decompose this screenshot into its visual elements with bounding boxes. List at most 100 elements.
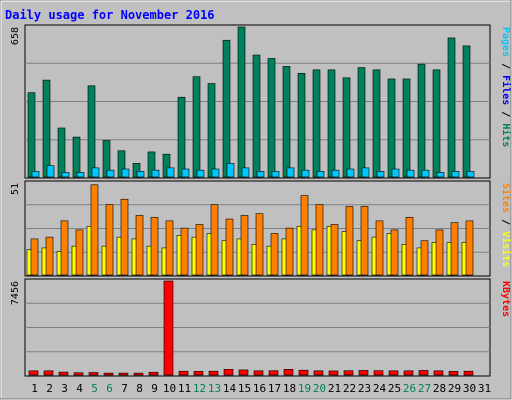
bar-visits — [420, 240, 429, 276]
legend-separator: / — [500, 213, 511, 231]
bar-visits — [390, 229, 399, 276]
chart-title: Daily usage for November 2016 — [5, 8, 215, 22]
bar-hits — [57, 127, 66, 178]
y-max-label: 658 — [10, 27, 21, 45]
bar-kbytes — [313, 370, 324, 376]
y-max-label: 7456 — [10, 281, 21, 305]
bar-hits — [282, 66, 291, 178]
bar-hits — [222, 39, 231, 178]
bar-hits — [237, 26, 246, 178]
x-tick-label: 10 — [163, 382, 176, 395]
panel-legend: KBytes — [500, 281, 511, 317]
bar-visits — [255, 213, 264, 276]
bars-visits — [26, 184, 474, 276]
x-tick-label: 15 — [238, 382, 251, 395]
bar-visits — [195, 224, 204, 276]
bar-kbytes — [448, 371, 459, 376]
bar-visits — [435, 229, 444, 276]
bar-kbytes — [103, 372, 114, 376]
bar-visits — [165, 220, 174, 276]
bar-kbytes — [358, 370, 369, 376]
bar-hits — [117, 150, 126, 178]
bar-kbytes — [403, 370, 414, 376]
panel-kbytes: 7456 KBytes — [10, 278, 511, 377]
bar-visits — [120, 198, 129, 276]
bar-hits — [402, 78, 411, 178]
bar-pages — [166, 167, 175, 178]
x-tick-label: 30 — [463, 382, 476, 395]
bar-kbytes — [343, 370, 354, 376]
bar-kbytes — [298, 369, 309, 376]
bar-kbytes — [463, 370, 474, 376]
bar-hits — [417, 63, 426, 178]
bar-hits — [27, 92, 36, 178]
bar-hits — [207, 83, 216, 178]
legend-kbytes: KBytes — [500, 281, 511, 317]
bar-pages — [286, 167, 295, 178]
bar-pages — [346, 168, 355, 178]
bar-pages — [121, 168, 130, 178]
x-tick-label: 21 — [328, 382, 341, 395]
bar-visits — [225, 218, 234, 276]
panel-legend: Pages / Files / Hits — [500, 27, 512, 147]
bar-hits — [432, 69, 441, 178]
bar-visits — [45, 236, 54, 276]
legend-visits: Visits — [500, 231, 512, 267]
bar-pages — [301, 169, 310, 178]
bar-kbytes — [388, 370, 399, 376]
bar-kbytes — [118, 372, 129, 376]
bar-visits — [345, 206, 354, 276]
bar-hits — [447, 37, 456, 178]
bar-visits — [450, 222, 459, 276]
bar-pages — [421, 169, 430, 178]
bar-kbytes — [418, 370, 429, 376]
bar-hits — [162, 153, 171, 178]
bar-kbytes — [208, 370, 219, 376]
x-tick-label: 3 — [61, 382, 68, 395]
legend-files: Files — [500, 75, 512, 105]
y-max-label: 51 — [10, 183, 21, 195]
bar-kbytes — [178, 370, 189, 376]
x-tick-label: 4 — [76, 382, 83, 395]
bar-visits — [375, 220, 384, 276]
bar-kbytes — [73, 372, 84, 376]
x-tick-label: 31 — [478, 382, 491, 395]
bar-hits — [312, 69, 321, 178]
bar-kbytes — [58, 371, 69, 376]
bar-kbytes — [223, 369, 234, 376]
bar-visits — [405, 216, 414, 276]
bar-visits — [285, 227, 294, 276]
bar-kbytes — [238, 369, 249, 376]
bar-visits — [105, 204, 114, 276]
legend-separator: / — [500, 105, 511, 123]
bar-hits — [42, 79, 51, 178]
bar-pages — [226, 163, 235, 178]
bar-hits — [327, 69, 336, 178]
x-tick-label: 8 — [136, 382, 143, 395]
bar-pages — [256, 171, 265, 178]
bar-kbytes — [88, 372, 99, 376]
bar-pages — [466, 171, 475, 178]
x-tick-label: 1 — [31, 382, 38, 395]
bar-pages — [316, 171, 325, 178]
legend-hits: Hits — [500, 123, 512, 147]
bars-kbytes — [28, 280, 474, 376]
bar-visits — [270, 233, 279, 276]
bar-visits — [90, 184, 99, 276]
bar-pages — [451, 171, 460, 178]
bar-pages — [436, 172, 445, 178]
bar-kbytes — [253, 370, 264, 376]
bar-kbytes — [163, 280, 174, 376]
bar-hits — [252, 54, 261, 178]
bar-pages — [136, 171, 145, 178]
bar-kbytes — [133, 372, 144, 376]
x-tick-label: 6 — [106, 382, 113, 395]
bar-pages — [406, 169, 415, 178]
bar-visits — [75, 229, 84, 276]
bars-hits — [27, 26, 475, 178]
x-tick-label: 26 — [403, 382, 416, 395]
bar-pages — [271, 171, 280, 178]
bar-pages — [211, 168, 220, 178]
bar-kbytes — [43, 370, 54, 376]
x-tick-label: 2 — [46, 382, 53, 395]
